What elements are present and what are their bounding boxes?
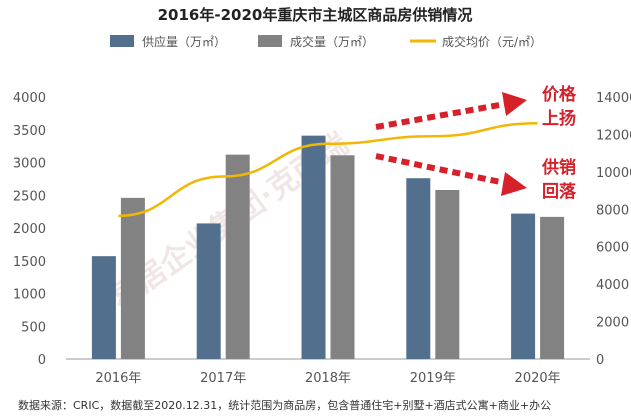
y-right-tick-label: 14000 <box>596 91 631 106</box>
x-tick-label: 2020年 <box>515 371 561 386</box>
y-left-tick-label: 3500 <box>13 124 46 139</box>
price-line <box>118 121 538 218</box>
bar-series-0-3 <box>406 178 431 359</box>
y-right-tick-label: 8000 <box>596 203 629 218</box>
legend-label-2: 成交均价（元/㎡） <box>442 34 542 49</box>
legend-label-0: 供应量（万㎡） <box>142 34 226 49</box>
y-right-tick-label: 4000 <box>596 278 629 293</box>
x-tick-label: 2019年 <box>410 371 456 386</box>
annotations: 价格 上扬 供销 回落 <box>541 84 577 202</box>
y-left-tick-label: 3000 <box>13 157 46 172</box>
bars <box>91 135 565 359</box>
bar-series-0-1 <box>196 223 221 359</box>
bar-series-1-4 <box>540 216 565 359</box>
arrow-down-shaft <box>375 153 506 186</box>
x-tick-label: 2016年 <box>95 371 141 386</box>
bar-series-0-0 <box>91 256 116 359</box>
y-left-tick-label: 500 <box>21 320 46 335</box>
x-tick-label: 2017年 <box>200 371 246 386</box>
y-left-tick-label: 1000 <box>13 288 46 303</box>
chart-title: 2016年-2020年重庆市主城区商品房供销情况 <box>158 6 473 24</box>
legend-swatch-1 <box>258 35 282 47</box>
footnote: 数据来源：CRIC，数据截至2020.12.31，统计范围为商品房，包含普通住宅… <box>18 398 551 412</box>
annotation-supply-down-line2: 回落 <box>542 182 577 202</box>
x-axis: 2016年 2017年 2018年 2019年 2020年 <box>95 371 560 386</box>
y-right-tick-label: 10000 <box>596 166 631 181</box>
annotation-price-up-line1: 价格 <box>542 84 577 105</box>
y-right-tick-label: 6000 <box>596 241 629 256</box>
arrow-up-shaft <box>375 101 506 130</box>
bar-series-1-1 <box>225 154 250 359</box>
bar-series-1-0 <box>120 197 145 359</box>
y-left-tick-label: 1500 <box>13 255 46 270</box>
price-line-path <box>118 121 538 218</box>
bar-series-0-4 <box>511 213 536 359</box>
annotation-supply-down-line1: 供销 <box>541 157 576 178</box>
y-right-tick-label: 12000 <box>596 128 631 143</box>
arrow-down-head <box>501 172 527 196</box>
bar-series-1-2 <box>330 155 355 359</box>
y-left-tick-label: 2500 <box>13 189 46 204</box>
y-left-tick-label: 4000 <box>13 91 46 106</box>
legend-label-1: 成交量（万㎡） <box>290 34 374 49</box>
annotation-arrows <box>375 92 527 196</box>
y-left-tick-label: 2000 <box>13 222 46 237</box>
arrow-up-head <box>502 92 527 116</box>
legend: 供应量（万㎡） 成交量（万㎡） 成交均价（元/㎡） <box>110 34 542 49</box>
bar-series-0-2 <box>301 135 326 359</box>
right-axis: 0 2000 4000 6000 8000 10000 12000 14000 <box>596 91 631 368</box>
left-axis: 0 500 1000 1500 2000 2500 3000 3500 4000 <box>13 91 46 368</box>
legend-swatch-0 <box>110 35 134 47</box>
y-left-tick-label: 0 <box>38 353 46 368</box>
y-right-tick-label: 0 <box>596 353 604 368</box>
bar-series-1-3 <box>435 190 460 359</box>
x-tick-label: 2018年 <box>305 371 351 386</box>
annotation-price-up-line2: 上扬 <box>542 108 576 129</box>
y-right-tick-label: 2000 <box>596 316 629 331</box>
